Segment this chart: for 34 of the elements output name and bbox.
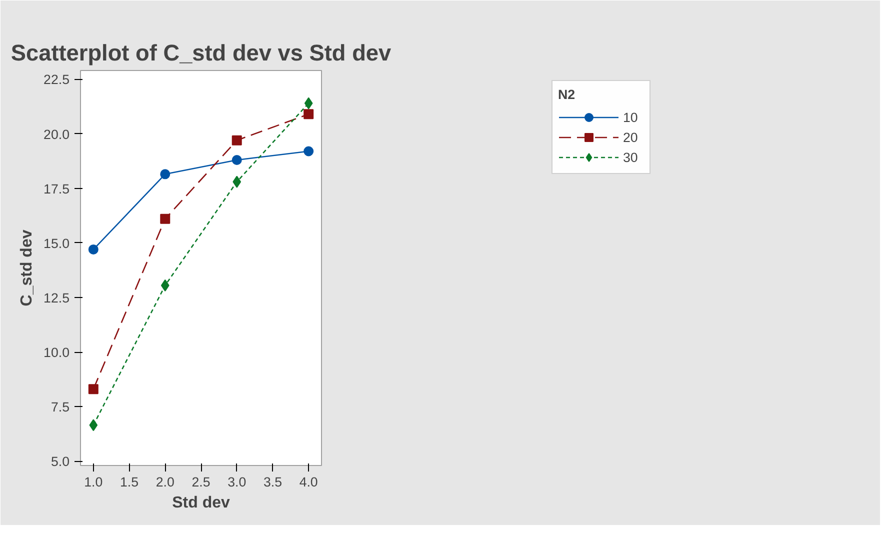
point bbox=[160, 279, 170, 292]
chart-title: Scatterplot of C_std dev vs Std dev bbox=[10, 40, 392, 66]
point bbox=[232, 176, 242, 188]
x-axis-title: Std dev bbox=[172, 494, 230, 512]
x-tick-label: 4.0 bbox=[299, 474, 318, 490]
x-tick-label: 1.5 bbox=[120, 474, 139, 490]
x-tick-label: 3.5 bbox=[263, 474, 282, 490]
y-tick-label: 10.0 bbox=[44, 345, 70, 360]
legend-label: 20 bbox=[623, 130, 639, 144]
point bbox=[88, 384, 98, 394]
y-tick-label: 15.0 bbox=[44, 236, 70, 251]
point bbox=[232, 154, 242, 165]
y-tick-label: 7.5 bbox=[50, 400, 70, 415]
y-tick-label: 17.5 bbox=[44, 181, 70, 196]
x-tick-label: 2.0 bbox=[156, 474, 174, 490]
point bbox=[88, 244, 98, 254]
legend-title: N2 bbox=[558, 87, 576, 102]
y-tick-label: 5.0 bbox=[50, 454, 70, 470]
point bbox=[160, 169, 170, 180]
point bbox=[232, 135, 242, 146]
point bbox=[304, 97, 313, 110]
x-tick-label: 1.0 bbox=[84, 474, 103, 490]
point bbox=[304, 109, 314, 120]
point bbox=[89, 419, 98, 432]
y-axis-title: C_std dev bbox=[18, 230, 36, 306]
legend-label: 10 bbox=[623, 110, 639, 124]
x-tick-label: 2.5 bbox=[192, 474, 210, 490]
y-tick-label: 12.5 bbox=[44, 290, 70, 306]
legend-label: 30 bbox=[623, 150, 639, 164]
x-tick-label: 3.0 bbox=[228, 474, 246, 490]
point bbox=[304, 146, 314, 156]
y-tick-label: 20.0 bbox=[44, 126, 70, 142]
point bbox=[160, 214, 170, 224]
y-tick-label: 22.5 bbox=[44, 72, 70, 88]
